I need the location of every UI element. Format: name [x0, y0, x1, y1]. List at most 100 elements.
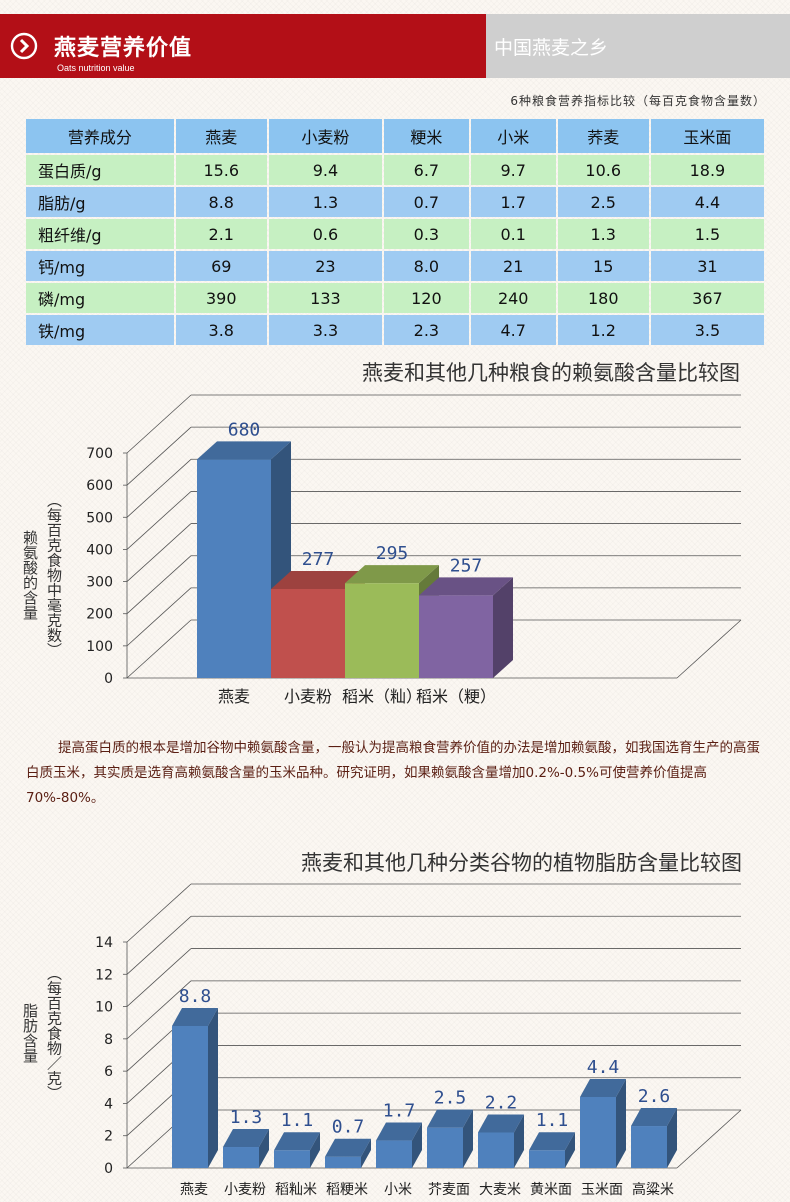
- data-label: 1.1: [536, 1110, 569, 1131]
- x-tick-label: 小麦粉: [224, 1182, 266, 1198]
- bar: [631, 1126, 667, 1168]
- y-tick-label: 10: [95, 1000, 113, 1016]
- table-header-cell: 玉米面: [650, 119, 764, 153]
- chart-title: 燕麦和其他几种分类谷物的植物脂肪含量比较图: [301, 851, 742, 875]
- gridline-depth: [126, 555, 192, 615]
- bar: [274, 1150, 310, 1168]
- bar-top: [325, 1138, 371, 1157]
- table-cell: 120: [383, 283, 469, 313]
- data-label: 277: [302, 549, 335, 570]
- y-axis-unit-label: （每百克食物中毫克数）: [45, 493, 63, 658]
- bar: [419, 595, 493, 678]
- table-row: 粗纤维/g 2.1 0.6 0.3 0.1 1.3 1.5: [26, 219, 764, 249]
- x-tick-label: 燕麦: [218, 687, 250, 706]
- table-cell: 0.6: [268, 219, 382, 249]
- x-tick-label: 黄米面: [530, 1181, 572, 1198]
- bar: [325, 1156, 361, 1168]
- bar: [529, 1150, 565, 1168]
- floor-right-edge: [676, 619, 742, 679]
- table-cell: 1.5: [650, 219, 764, 249]
- y-tick-label: 200: [86, 607, 113, 623]
- y-tick-label: 8: [104, 1032, 113, 1048]
- bar-side: [310, 1132, 320, 1168]
- bar-top: [478, 1114, 524, 1133]
- table-cell: 10.6: [557, 155, 649, 185]
- y-axis-label: 脂肪含量: [21, 1003, 39, 1063]
- gridline-depth: [126, 458, 192, 518]
- table-cell: 0.1: [470, 219, 556, 249]
- table-cell: 390: [175, 283, 267, 313]
- bar-side: [463, 1109, 473, 1168]
- data-label: 295: [376, 543, 409, 564]
- table-cell: 3.8: [175, 315, 267, 345]
- table-cell: 6.7: [383, 155, 469, 185]
- table-cell: 1.2: [557, 315, 649, 345]
- x-tick-label: 大麦米: [479, 1182, 521, 1198]
- table-row: 脂肪/g 8.8 1.3 0.7 1.7 2.5 4.4: [26, 187, 764, 217]
- table-cell: 2.5: [557, 187, 649, 217]
- y-tick-label: 2: [104, 1129, 113, 1145]
- x-tick-label: 小麦粉: [284, 687, 332, 706]
- table-cell: 18.9: [650, 155, 764, 185]
- table-cell: 铁/mg: [26, 315, 174, 345]
- table-header-cell: 营养成分: [26, 119, 174, 153]
- x-tick-label: 稻籼米: [275, 1182, 317, 1198]
- table-cell: 1.7: [470, 187, 556, 217]
- data-label: 1.7: [383, 1101, 416, 1122]
- circle-arrow-right-icon: [10, 32, 38, 60]
- table-cell: 31: [650, 251, 764, 281]
- bar: [271, 588, 345, 678]
- floor-right-edge: [676, 1109, 742, 1169]
- x-tick-label: 燕麦: [180, 1182, 208, 1198]
- nutrition-table: 营养成分 燕麦 小麦粉 粳米 小米 荞麦 玉米面 蛋白质/g 15.6 9.4 …: [24, 117, 766, 347]
- bar-side: [361, 1138, 371, 1168]
- table-cell: 9.7: [470, 155, 556, 185]
- y-axis-unit-label: （每百克食物／克）: [45, 966, 63, 1101]
- table-header-cell: 小麦粉: [268, 119, 382, 153]
- bar-top: [345, 565, 439, 584]
- data-label: 680: [228, 419, 261, 440]
- table-cell: 69: [175, 251, 267, 281]
- table-cell: 0.3: [383, 219, 469, 249]
- data-label: 2.5: [434, 1088, 467, 1109]
- table-header-row: 营养成分 燕麦 小麦粉 粳米 小米 荞麦 玉米面: [26, 119, 764, 153]
- y-tick-label: 400: [86, 542, 113, 558]
- header-right-panel: 中国燕麦之乡: [486, 14, 790, 78]
- table-caption: 6种粮食营养指标比较（每百克食物含量数）: [510, 94, 766, 108]
- bar: [223, 1147, 259, 1168]
- table-header-cell: 粳米: [383, 119, 469, 153]
- data-label: 1.1: [281, 1110, 314, 1131]
- bar-side: [412, 1122, 422, 1168]
- table-header-cell: 小米: [470, 119, 556, 153]
- bar: [478, 1132, 514, 1168]
- bar-top: [223, 1129, 269, 1148]
- table-row: 蛋白质/g 15.6 9.4 6.7 9.7 10.6 18.9: [26, 155, 764, 185]
- x-tick-label: 玉米面: [581, 1182, 623, 1198]
- bar-side: [208, 1007, 218, 1168]
- data-label: 8.8: [179, 986, 212, 1007]
- gridline-depth: [126, 491, 192, 550]
- bar: [345, 583, 419, 678]
- data-label: 0.7: [332, 1117, 365, 1138]
- x-tick-label: 稻米（粳）: [416, 687, 496, 706]
- table-header-cell: 荞麦: [557, 119, 649, 153]
- x-tick-label: 稻粳米: [326, 1182, 368, 1198]
- y-tick-label: 6: [104, 1064, 113, 1080]
- bar-side: [259, 1129, 269, 1168]
- fat-bar-chart: 燕麦和其他几种分类谷物的植物脂肪含量比较图 0 2 4 6 8 10 12 14 （每百克食物／克…: [21, 851, 742, 1198]
- data-label: 4.4: [587, 1057, 620, 1078]
- bar: [580, 1096, 616, 1168]
- table-cell: 蛋白质/g: [26, 155, 174, 185]
- y-tick-label: 14: [95, 935, 113, 951]
- bar-side: [616, 1078, 626, 1168]
- bar-top: [271, 570, 365, 589]
- y-axis-label: 赖氨酸的含量: [21, 530, 39, 620]
- lysine-bar-chart: 燕麦和其他几种粮食的赖氨酸含量比较图 0 100 200 300 400 500 600 700…: [21, 361, 742, 706]
- y-tick-label: 100: [86, 639, 113, 655]
- bar-top: [419, 577, 513, 596]
- table-cell: 2.3: [383, 315, 469, 345]
- bar: [376, 1140, 412, 1168]
- bar-side: [493, 577, 513, 678]
- gridline-depth: [126, 883, 192, 943]
- y-tick-label: 4: [104, 1096, 113, 1112]
